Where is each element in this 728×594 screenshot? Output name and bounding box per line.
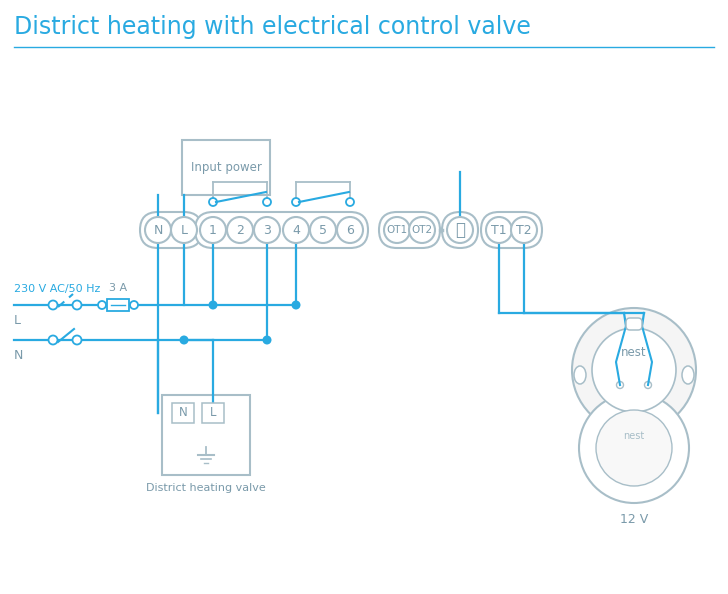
Circle shape <box>49 301 58 309</box>
Circle shape <box>346 198 354 206</box>
FancyBboxPatch shape <box>626 318 642 330</box>
Circle shape <box>283 217 309 243</box>
Text: OT2: OT2 <box>411 225 432 235</box>
Text: N: N <box>154 223 162 236</box>
Circle shape <box>145 217 171 243</box>
Text: District heating with electrical control valve: District heating with electrical control… <box>14 15 531 39</box>
Text: 1: 1 <box>209 223 217 236</box>
Text: 6: 6 <box>346 223 354 236</box>
Circle shape <box>73 301 82 309</box>
Text: District heating valve: District heating valve <box>146 483 266 493</box>
Circle shape <box>310 217 336 243</box>
FancyBboxPatch shape <box>172 403 194 423</box>
Circle shape <box>617 381 623 388</box>
Text: 12 V: 12 V <box>620 513 648 526</box>
Circle shape <box>572 308 696 432</box>
Circle shape <box>447 217 473 243</box>
Text: 2: 2 <box>236 223 244 236</box>
Text: T2: T2 <box>516 223 532 236</box>
Text: N: N <box>178 406 187 419</box>
Circle shape <box>592 328 676 412</box>
Circle shape <box>511 217 537 243</box>
Text: 4: 4 <box>292 223 300 236</box>
Circle shape <box>292 198 300 206</box>
Ellipse shape <box>682 366 694 384</box>
Circle shape <box>98 301 106 309</box>
FancyBboxPatch shape <box>162 395 250 475</box>
Text: 3 A: 3 A <box>109 283 127 293</box>
Text: OT1: OT1 <box>387 225 408 235</box>
Circle shape <box>254 217 280 243</box>
Circle shape <box>209 198 217 206</box>
Circle shape <box>263 336 272 345</box>
Text: 3: 3 <box>263 223 271 236</box>
Text: L: L <box>181 223 188 236</box>
Circle shape <box>227 217 253 243</box>
Circle shape <box>130 301 138 309</box>
Text: L: L <box>210 406 216 419</box>
Text: T1: T1 <box>491 223 507 236</box>
Circle shape <box>291 301 301 309</box>
FancyBboxPatch shape <box>107 299 129 311</box>
FancyBboxPatch shape <box>442 212 478 248</box>
Ellipse shape <box>574 366 586 384</box>
Circle shape <box>180 336 189 345</box>
Text: nest: nest <box>623 431 644 441</box>
Text: L: L <box>14 314 21 327</box>
Text: ⏚: ⏚ <box>455 221 465 239</box>
Circle shape <box>409 217 435 243</box>
Text: nest: nest <box>621 346 646 359</box>
Circle shape <box>384 217 410 243</box>
Circle shape <box>579 393 689 503</box>
FancyBboxPatch shape <box>379 212 440 248</box>
Circle shape <box>644 381 652 388</box>
Circle shape <box>200 217 226 243</box>
Text: N: N <box>14 349 23 362</box>
Text: 5: 5 <box>319 223 327 236</box>
FancyBboxPatch shape <box>202 403 224 423</box>
Text: 230 V AC/50 Hz: 230 V AC/50 Hz <box>14 284 100 294</box>
FancyBboxPatch shape <box>182 140 270 195</box>
Text: Input power: Input power <box>191 161 261 174</box>
Circle shape <box>337 217 363 243</box>
Circle shape <box>596 410 672 486</box>
FancyBboxPatch shape <box>195 212 368 248</box>
Circle shape <box>208 301 218 309</box>
FancyBboxPatch shape <box>140 212 202 248</box>
Circle shape <box>263 198 271 206</box>
Circle shape <box>486 217 512 243</box>
Circle shape <box>49 336 58 345</box>
FancyBboxPatch shape <box>481 212 542 248</box>
Circle shape <box>73 336 82 345</box>
Circle shape <box>171 217 197 243</box>
